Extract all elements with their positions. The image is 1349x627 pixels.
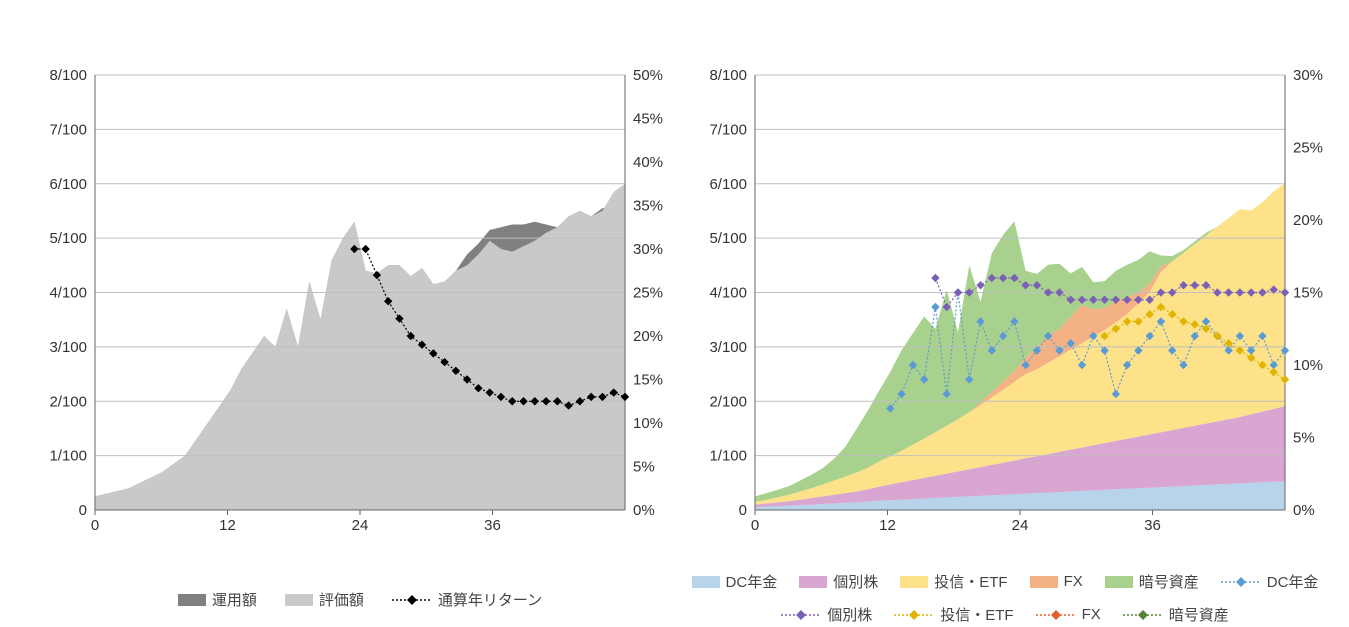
swatch [692, 576, 720, 588]
legend-label: 投信・ETF [940, 604, 1013, 625]
svg-text:20%: 20% [1293, 212, 1323, 229]
svg-text:0%: 0% [633, 502, 655, 519]
svg-text:0%: 0% [1293, 502, 1315, 519]
swatch-line [1221, 574, 1261, 590]
legend-item: 投信・ETF [900, 571, 1007, 592]
legend-label: 投信・ETF [934, 571, 1007, 592]
svg-text:8/100: 8/100 [49, 67, 87, 84]
svg-text:15%: 15% [1293, 285, 1323, 302]
svg-text:5%: 5% [1293, 430, 1315, 447]
legend-label: 暗号資産 [1139, 571, 1199, 592]
legend-item: 運用額 [178, 589, 257, 610]
swatch [1030, 576, 1058, 588]
legend-label: 評価額 [319, 589, 364, 610]
svg-text:36: 36 [484, 517, 501, 534]
swatch [178, 594, 206, 606]
legend-label: FX [1082, 606, 1101, 623]
swatch-line [1036, 607, 1076, 623]
svg-text:30%: 30% [1293, 67, 1323, 84]
svg-text:0: 0 [79, 502, 87, 519]
swatch [1105, 576, 1133, 588]
svg-text:1/100: 1/100 [49, 448, 87, 465]
legend-item: 暗号資産 [1105, 571, 1199, 592]
svg-text:25%: 25% [1293, 140, 1323, 157]
right-chart-panel: 0 1/100 2/100 3/100 4/100 5/100 6/100 7/100 8/10… [680, 30, 1330, 590]
svg-text:15%: 15% [633, 372, 663, 389]
swatch-line [1123, 607, 1163, 623]
left-chart-panel: 0 1/100 2/100 3/100 4/100 5/100 6/100 7/100 8/10… [20, 30, 660, 590]
legend-label: 運用額 [212, 589, 257, 610]
legend-item: DC年金 [1221, 571, 1319, 592]
swatch [799, 576, 827, 588]
legend-item: FX [1030, 571, 1083, 592]
svg-text:4/100: 4/100 [709, 285, 747, 302]
swatch-line [392, 592, 432, 608]
svg-text:7/100: 7/100 [709, 121, 747, 138]
svg-text:4/100: 4/100 [49, 285, 87, 302]
legend-label: DC年金 [726, 571, 778, 592]
svg-text:2/100: 2/100 [49, 393, 87, 410]
legend-label: DC年金 [1267, 571, 1319, 592]
swatch-line [781, 607, 821, 623]
legend-item: 個別株 [781, 604, 872, 625]
svg-text:45%: 45% [633, 111, 663, 128]
left-chart: 01/1002/1003/1004/1005/1006/1007/1008/10… [95, 75, 625, 510]
legend-label: 個別株 [833, 571, 878, 592]
right-legend: DC年金個別株投信・ETFFX暗号資産DC年金個別株投信・ETFFX暗号資産 [680, 571, 1330, 625]
svg-text:12: 12 [219, 517, 236, 534]
left-legend: 運用額 評価額 通算年リターン [100, 589, 620, 610]
swatch [285, 594, 313, 606]
legend-label: 暗号資産 [1169, 604, 1229, 625]
svg-text:30%: 30% [633, 241, 663, 258]
svg-text:10%: 10% [633, 415, 663, 432]
legend-label: 通算年リターン [438, 589, 542, 610]
svg-text:8/100: 8/100 [709, 67, 747, 84]
svg-text:0: 0 [751, 517, 759, 534]
svg-text:5%: 5% [633, 459, 655, 476]
svg-text:24: 24 [352, 517, 369, 534]
svg-text:0: 0 [739, 502, 747, 519]
svg-text:20%: 20% [633, 328, 663, 345]
legend-item: 通算年リターン [392, 589, 542, 610]
svg-text:6/100: 6/100 [49, 176, 87, 193]
svg-text:5/100: 5/100 [709, 230, 747, 247]
svg-text:0: 0 [91, 517, 99, 534]
svg-text:25%: 25% [633, 285, 663, 302]
legend-item: 暗号資産 [1123, 604, 1229, 625]
legend-item: 評価額 [285, 589, 364, 610]
swatch-line [894, 607, 934, 623]
swatch [900, 576, 928, 588]
svg-text:3/100: 3/100 [709, 339, 747, 356]
legend-item: 投信・ETF [894, 604, 1013, 625]
svg-text:12: 12 [879, 517, 896, 534]
svg-text:2/100: 2/100 [709, 393, 747, 410]
svg-text:24: 24 [1012, 517, 1029, 534]
svg-text:6/100: 6/100 [709, 176, 747, 193]
svg-text:36: 36 [1144, 517, 1161, 534]
legend-item: 個別株 [799, 571, 878, 592]
svg-text:50%: 50% [633, 67, 663, 84]
svg-text:35%: 35% [633, 198, 663, 215]
legend-label: 個別株 [827, 604, 872, 625]
svg-text:7/100: 7/100 [49, 121, 87, 138]
svg-text:40%: 40% [633, 154, 663, 171]
right-chart: 01/1002/1003/1004/1005/1006/1007/1008/10… [755, 75, 1285, 510]
legend-item: DC年金 [692, 571, 778, 592]
svg-text:5/100: 5/100 [49, 230, 87, 247]
svg-text:10%: 10% [1293, 357, 1323, 374]
legend-item: FX [1036, 604, 1101, 625]
svg-text:3/100: 3/100 [49, 339, 87, 356]
legend-label: FX [1064, 573, 1083, 590]
svg-text:1/100: 1/100 [709, 448, 747, 465]
